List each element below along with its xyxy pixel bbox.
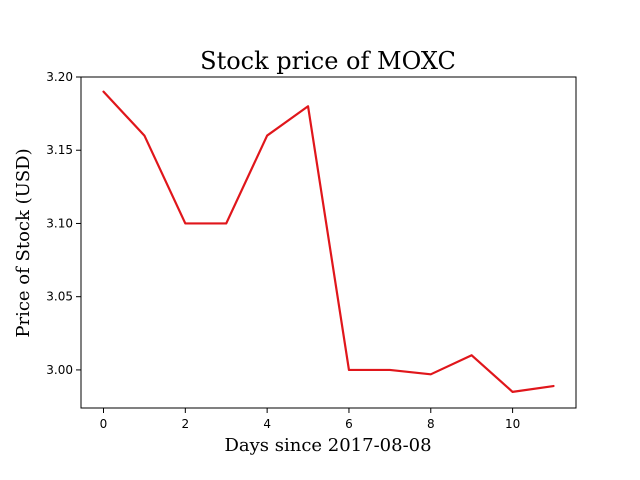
y-tick-label: 3.20 [46,70,73,84]
x-axis-label: Days since 2017-08-08 [224,435,431,456]
series-layer [102,90,555,393]
y-tick-label: 3.10 [46,216,73,230]
x-tick-label: 4 [263,417,271,431]
series-line-0 [102,90,555,393]
x-tick-label: 10 [505,417,520,431]
chart-title: Stock price of MOXC [200,47,456,75]
x-tick-label: 8 [427,417,435,431]
plot-area [80,76,577,409]
y-tick-label: 3.15 [46,143,73,157]
y-axis: 3.00 3.05 3.10 3.15 3.20 [46,70,81,377]
x-axis: 0 2 4 6 8 10 [100,408,520,431]
plot-frame [80,76,577,409]
y-tick-label: 3.00 [46,363,73,377]
y-tick-label: 3.05 [46,290,73,304]
x-tick-label: 2 [181,417,189,431]
y-axis-label: Price of Stock (USD) [13,148,34,337]
x-tick-label: 6 [345,417,353,431]
x-tick-label: 0 [100,417,108,431]
